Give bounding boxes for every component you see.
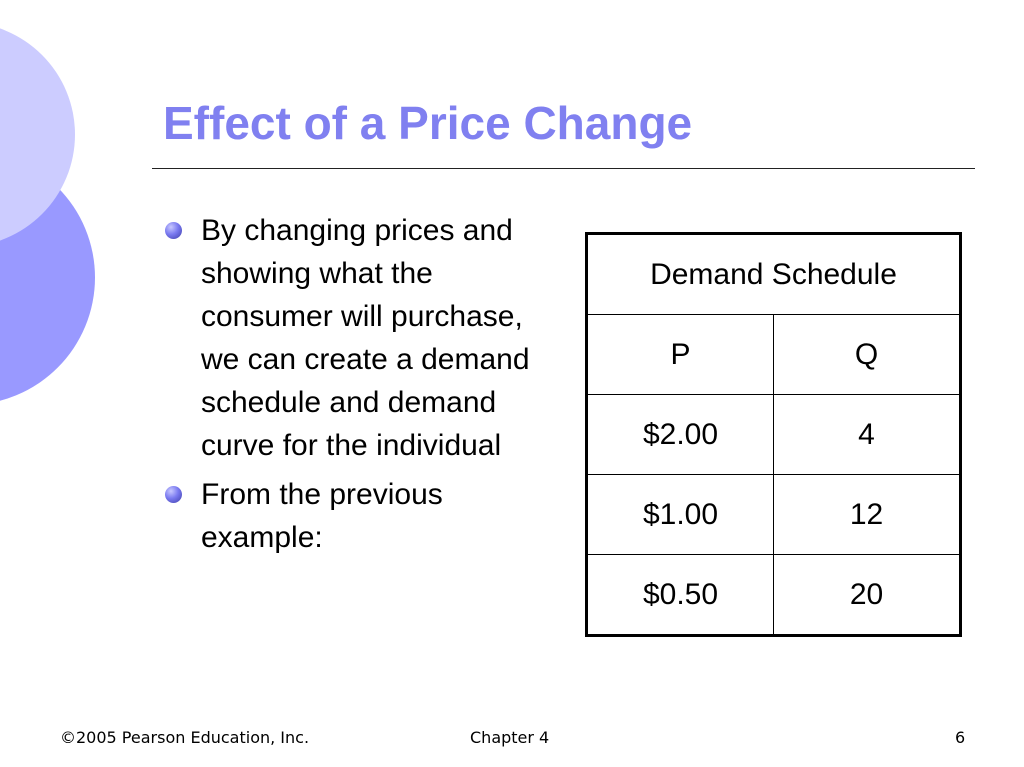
table-row: $2.00 4 bbox=[586, 394, 961, 475]
price-cell: $2.00 bbox=[586, 394, 774, 475]
table-caption-row: Demand Schedule bbox=[586, 233, 961, 315]
table-row: $0.50 20 bbox=[586, 554, 961, 636]
bullet-list: By changing prices and showing what the … bbox=[163, 209, 548, 565]
bullet-dot-icon bbox=[165, 222, 182, 239]
price-cell: $0.50 bbox=[586, 554, 774, 636]
column-header-quantity: Q bbox=[773, 314, 961, 395]
quantity-cell: 12 bbox=[773, 474, 961, 555]
title-divider bbox=[152, 168, 975, 169]
table-header-row: P Q bbox=[586, 314, 961, 395]
bullet-item: By changing prices and showing what the … bbox=[163, 209, 548, 467]
bullet-dot-icon bbox=[165, 486, 182, 503]
bullet-text: By changing prices and showing what the … bbox=[201, 214, 530, 462]
quantity-cell: 4 bbox=[773, 394, 961, 475]
column-header-price: P bbox=[586, 314, 774, 395]
footer-chapter: Chapter 4 bbox=[470, 728, 550, 747]
price-cell: $1.00 bbox=[586, 474, 774, 555]
demand-schedule-table: Demand Schedule P Q $2.00 4 $1.00 12 $0.… bbox=[585, 232, 962, 637]
quantity-cell: 20 bbox=[773, 554, 961, 636]
table-caption: Demand Schedule bbox=[586, 233, 961, 315]
footer-copyright: ©2005 Pearson Education, Inc. bbox=[60, 728, 310, 747]
footer-page-number: 6 bbox=[955, 728, 966, 747]
bullet-item: From the previous example: bbox=[163, 473, 548, 559]
table-row: $1.00 12 bbox=[586, 474, 961, 555]
bullet-text: From the previous example: bbox=[201, 478, 443, 554]
slide-title: Effect of a Price Change bbox=[163, 97, 693, 149]
